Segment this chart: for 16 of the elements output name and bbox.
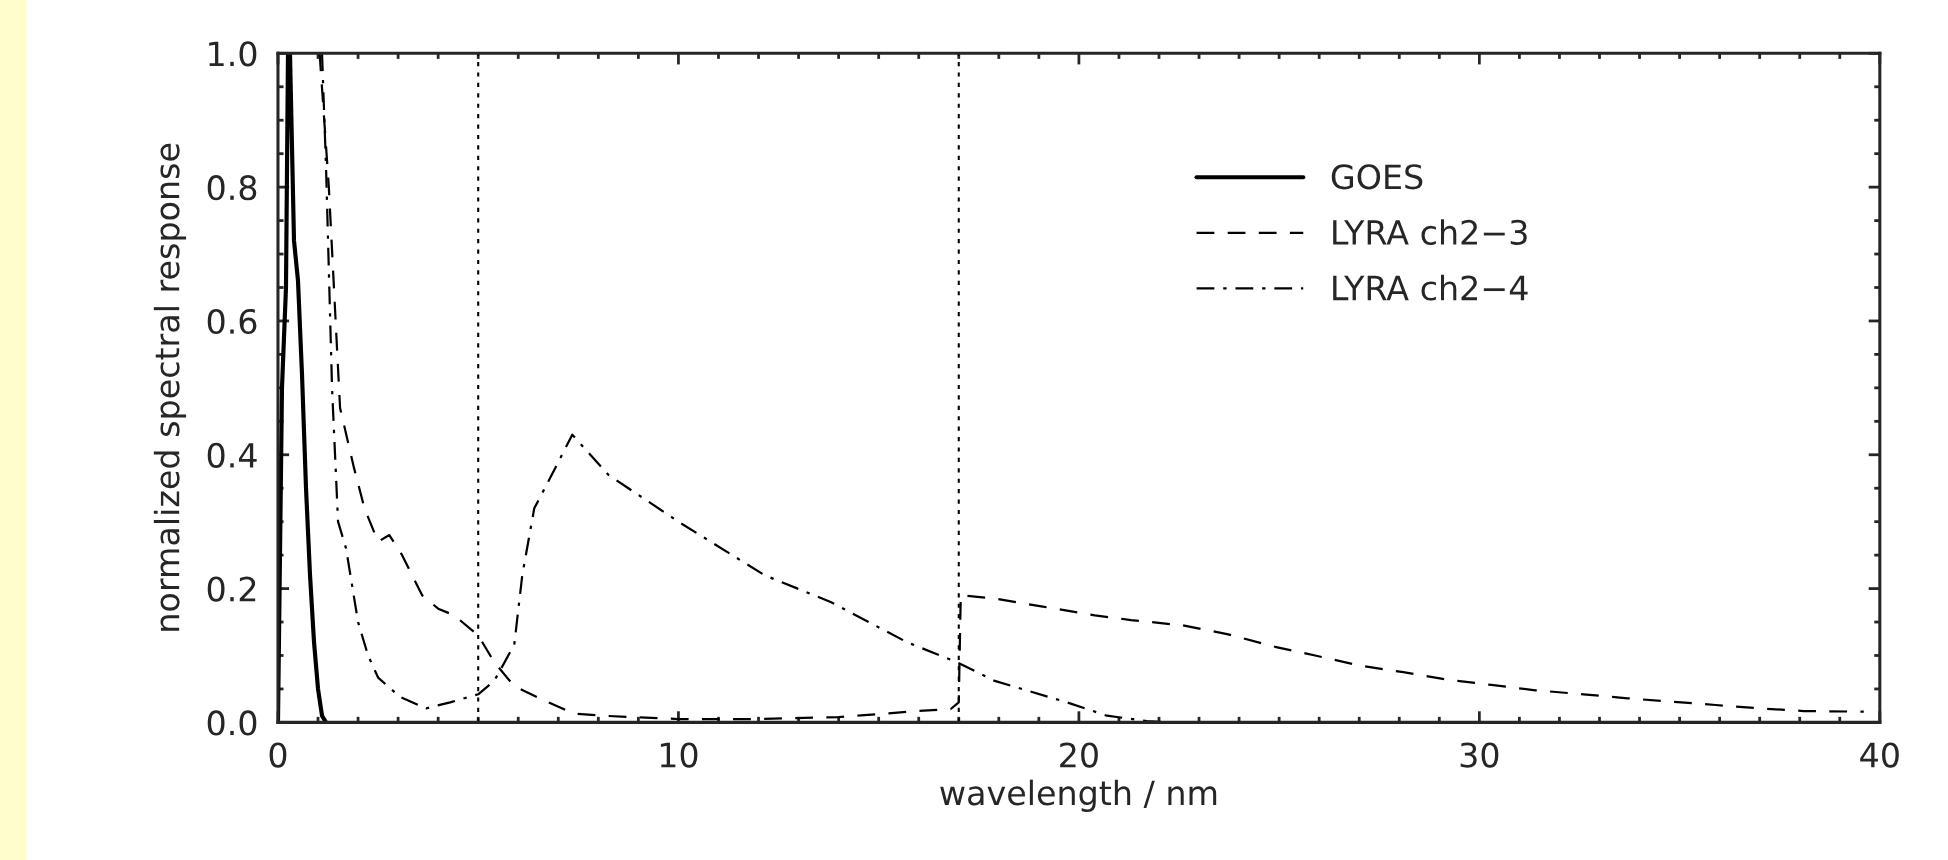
y-tick-label: 1.0 [209, 41, 257, 67]
legend-label: LYRA ch2−3 [1333, 219, 1527, 246]
x-tick-label: 30 [1460, 742, 1499, 768]
legend-label: GOES [1331, 164, 1423, 190]
y-tick-label: 0.2 [207, 576, 256, 602]
x-tick-label: 0 [269, 742, 287, 768]
x-tick-label: 20 [1060, 742, 1098, 768]
y-axis-title: normalized spectral response [153, 143, 187, 631]
legend-label: LYRA ch2−4 [1333, 274, 1528, 301]
x-tick-label: 10 [660, 742, 698, 768]
y-tick-label: 0.6 [207, 308, 257, 335]
x-axis-title: wavelength / nm [940, 779, 1217, 812]
x-tick-label: 40 [1860, 742, 1899, 768]
y-tick-label: 0.4 [207, 442, 257, 468]
y-tick-label: 0.8 [207, 175, 257, 201]
y-tick-label: 0.0 [207, 710, 257, 736]
